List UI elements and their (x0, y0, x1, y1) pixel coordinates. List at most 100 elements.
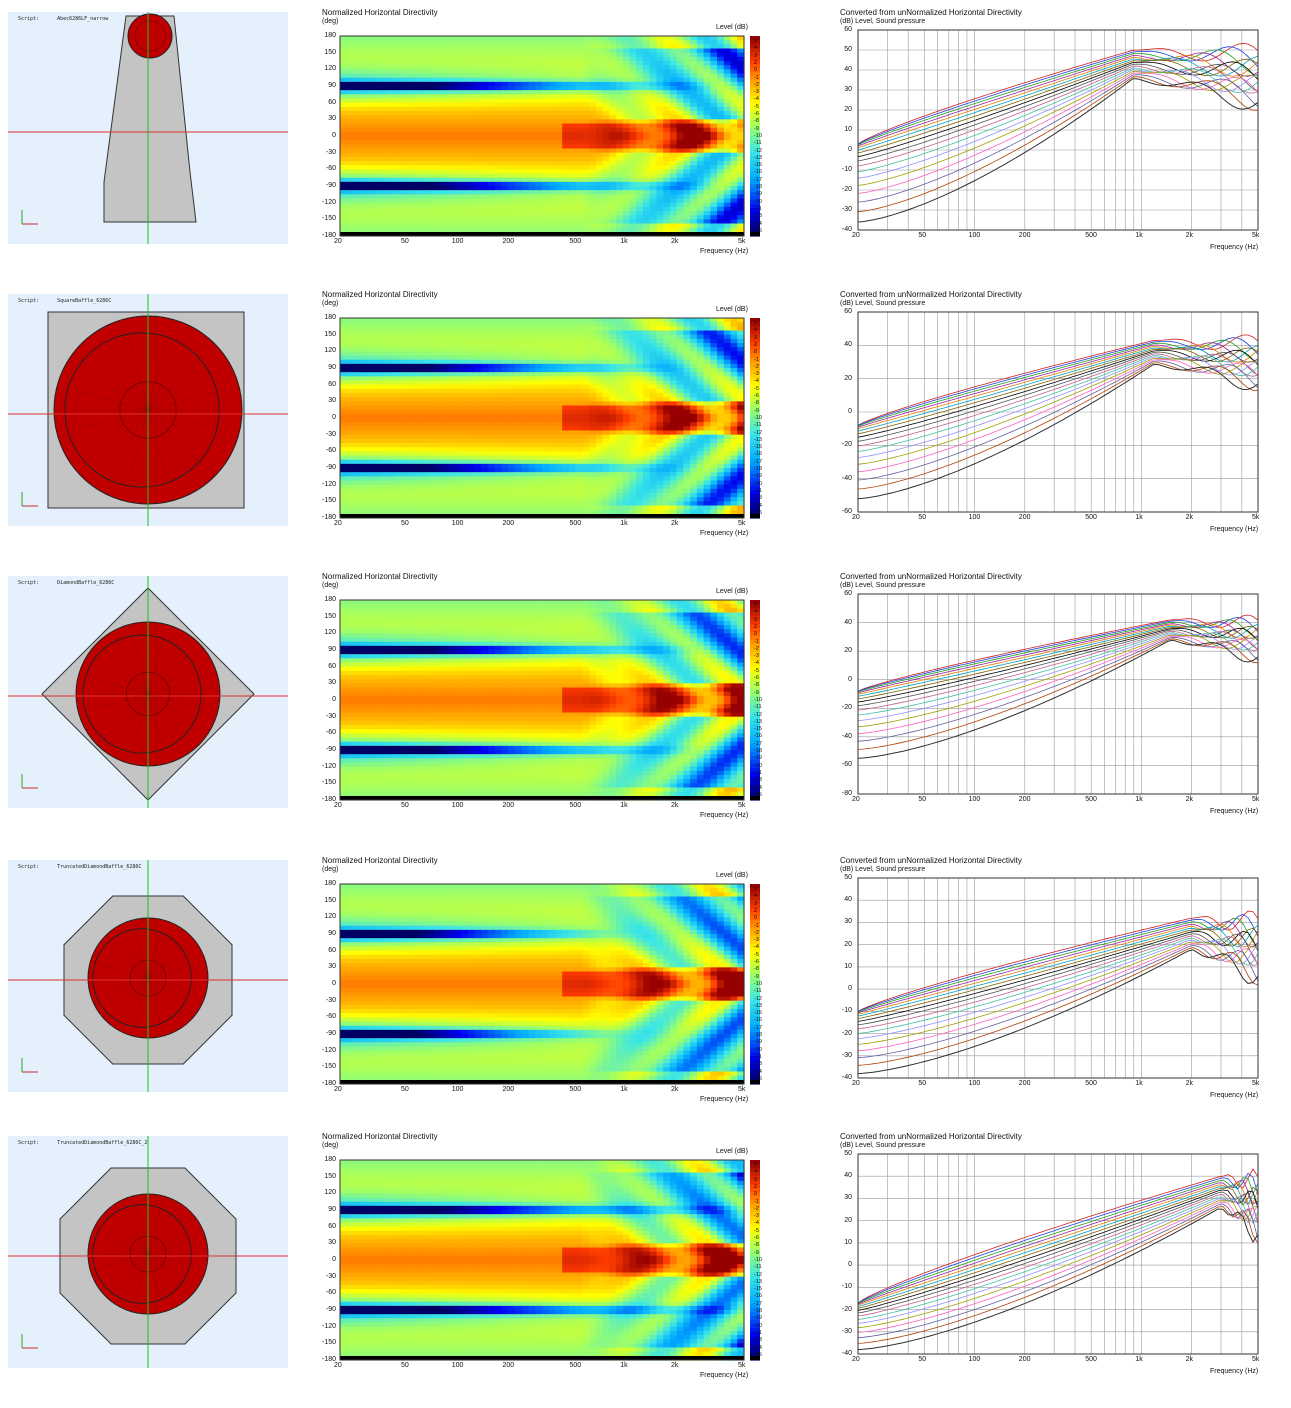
contour-cell (448, 207, 455, 212)
contour-cell (582, 128, 589, 133)
contour-cell (630, 199, 637, 204)
contour-cell (387, 389, 394, 394)
contour-cell (428, 36, 435, 41)
contour-cell (495, 347, 502, 352)
contour-cell (428, 107, 435, 112)
contour-cell (488, 136, 495, 141)
contour-cell (340, 207, 347, 212)
contour-cell (710, 165, 717, 170)
contour-cell (367, 414, 374, 419)
contour-cell (630, 228, 637, 233)
contour-cell (576, 65, 583, 70)
contour-cell (589, 140, 596, 145)
contour-cell (454, 389, 461, 394)
contour-cell (353, 397, 360, 402)
contour-cell (677, 211, 684, 216)
contour-cell (508, 360, 515, 365)
colorbar-label: -18 (754, 184, 762, 190)
contour-cell (481, 381, 488, 386)
contour-cell (495, 86, 502, 91)
contour-cell (347, 456, 354, 461)
contour-cell (454, 178, 461, 183)
contour-cell (522, 124, 529, 129)
contour-cell (461, 149, 468, 154)
contour-cell (495, 224, 502, 229)
contour-cell (542, 65, 549, 70)
contour-cell (488, 447, 495, 452)
contour-cell (340, 40, 347, 45)
response-x-label: Frequency (Hz) (1210, 244, 1258, 251)
contour-cell (623, 144, 630, 149)
contour-cell (535, 472, 542, 477)
contour-cell (623, 49, 630, 54)
contour-cell (488, 169, 495, 174)
contour-cell (549, 360, 556, 365)
contour-cell (515, 464, 522, 469)
contour-cell (549, 489, 556, 494)
contour-cell (421, 199, 428, 204)
contour-cell (434, 136, 441, 141)
contour-cell (407, 82, 414, 87)
contour-cell (643, 182, 650, 187)
contour-cell (374, 335, 381, 340)
contour-cell (407, 99, 414, 104)
contour-cell (481, 422, 488, 427)
contour-cell (481, 326, 488, 331)
contour-cell (569, 140, 576, 145)
contour-cell (448, 44, 455, 49)
contour-cell (576, 460, 583, 465)
contour-cell (596, 107, 603, 112)
contour-cell (367, 318, 374, 323)
contour-cell (549, 468, 556, 473)
contour-cell (461, 431, 468, 436)
contour-cell (360, 464, 367, 469)
contour-cell (596, 376, 603, 381)
contour-cell (643, 228, 650, 233)
contour-cell (374, 351, 381, 356)
contour-cell (589, 224, 596, 229)
contour-cell (414, 40, 421, 45)
contour-cell (407, 389, 414, 394)
contour-cell (481, 82, 488, 87)
contour-cell (374, 199, 381, 204)
contour-cell (508, 190, 515, 195)
contour-cell (522, 115, 529, 120)
contour-cell (360, 169, 367, 174)
contour-cell (394, 472, 401, 477)
contour-cell (441, 194, 448, 199)
contour-cell (448, 439, 455, 444)
contour-cell (582, 111, 589, 116)
contour-cell (488, 203, 495, 208)
contour-cell (549, 194, 556, 199)
contour-cell (603, 322, 610, 327)
contour-cell (461, 481, 468, 486)
contour-cell (454, 69, 461, 74)
contour-cell (683, 161, 690, 166)
contour-cell (616, 215, 623, 220)
contour-cell (555, 99, 562, 104)
contour-cell (401, 426, 408, 431)
contour-cell (502, 489, 509, 494)
contour-cell (555, 481, 562, 486)
contour-cell (441, 203, 448, 208)
contour-cell (502, 389, 509, 394)
contour-cell (468, 78, 475, 83)
contour-cell (502, 36, 509, 41)
contour-cell (401, 94, 408, 99)
contour-cell (353, 368, 360, 373)
contour-cell (441, 381, 448, 386)
contour-cell (555, 165, 562, 170)
contour-cell (704, 69, 711, 74)
contour-cell (461, 136, 468, 141)
contour-cell (374, 115, 381, 120)
contour-cell (380, 464, 387, 469)
contour-cell (380, 364, 387, 369)
contour-cell (414, 385, 421, 390)
contour-cell (367, 443, 374, 448)
contour-cell (569, 493, 576, 498)
contour-cell (387, 468, 394, 473)
contour-cell (569, 393, 576, 398)
contour-cell (394, 389, 401, 394)
contour-cell (589, 124, 596, 129)
contour-cell (448, 322, 455, 327)
